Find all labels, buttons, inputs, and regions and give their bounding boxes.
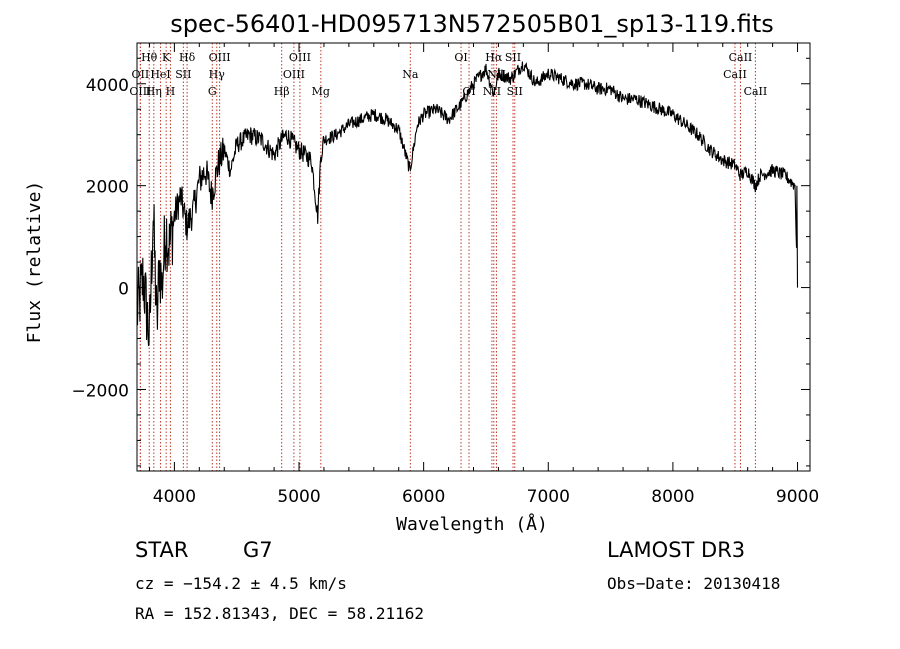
x-axis-title: Wavelength (Å) — [396, 513, 548, 535]
line-label: OIII — [129, 85, 151, 98]
spectral-line-markers — [139, 43, 756, 471]
x-tick-label: 6000 — [402, 487, 445, 507]
line-label: Hα — [485, 51, 503, 64]
y-tick-label: 2000 — [86, 178, 129, 198]
line-label: OIII — [209, 51, 231, 64]
line-label: G — [208, 85, 217, 98]
x-tick-label: 7000 — [527, 487, 570, 507]
line-label: Hγ — [209, 68, 226, 81]
x-tick-label: 9000 — [776, 487, 819, 507]
line-label: CaII — [744, 85, 768, 98]
line-label: Mg — [312, 85, 330, 98]
line-label: Hθ — [141, 51, 158, 64]
y-tick-label: −2000 — [71, 381, 129, 401]
y-axis-ticks: −2000 0 2000 4000 — [71, 57, 810, 467]
line-label: SII — [175, 68, 191, 81]
obs-date-text: Obs−Date: 20130418 — [607, 574, 781, 593]
y-tick-label: 0 — [118, 280, 129, 300]
plot-frame — [136, 42, 811, 472]
chart-title: spec-56401-HD095713N572505B01_sp13-119.f… — [170, 10, 774, 38]
spectrum-series-line — [136, 61, 799, 347]
line-label: OIII — [283, 68, 305, 81]
object-class: STAR — [135, 538, 189, 562]
line-label: K — [162, 51, 171, 64]
x-tick-label: 4000 — [153, 487, 196, 507]
y-tick-label: 4000 — [86, 76, 129, 96]
line-label: SII — [507, 85, 523, 98]
object-subclass: G7 — [243, 538, 273, 562]
line-label: NII — [483, 85, 501, 98]
x-tick-label: 8000 — [651, 487, 694, 507]
line-label: OI — [454, 51, 467, 64]
x-tick-label: 5000 — [277, 487, 320, 507]
line-label: H — [166, 85, 176, 98]
line-label: Hβ — [274, 85, 290, 98]
line-label: Na — [402, 68, 419, 81]
line-label: OIII — [289, 51, 311, 64]
coordinates-text: RA = 152.81343, DEC = 58.21162 — [135, 604, 424, 623]
line-label: Hη — [146, 85, 162, 98]
redshift-text: cz = −154.2 ± 4.5 km/s — [135, 574, 347, 593]
line-label: HeI — [150, 68, 170, 81]
line-label: CaII — [729, 51, 753, 64]
line-label: SII — [505, 51, 521, 64]
line-label: OII — [132, 68, 150, 81]
survey-name: LAMOST DR3 — [607, 538, 746, 562]
line-label: CaII — [723, 68, 747, 81]
line-label: Hδ — [179, 51, 196, 64]
y-axis-title: Flux (relative) — [24, 181, 45, 344]
x-axis-ticks: 4000 5000 6000 7000 8000 9000 — [148, 43, 819, 507]
